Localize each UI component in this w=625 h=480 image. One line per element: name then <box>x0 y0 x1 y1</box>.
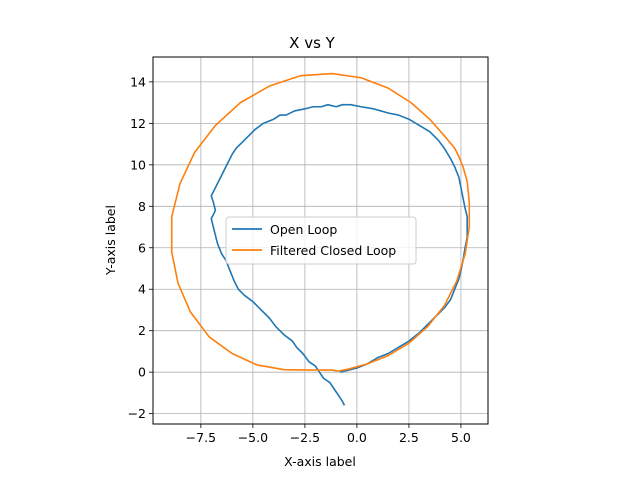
series-line-open-loop <box>210 103 468 406</box>
y-tick-label: 4 <box>138 282 146 297</box>
y-tick-label: 10 <box>130 157 146 172</box>
y-tick-label: 14 <box>130 74 146 89</box>
y-axis-label: Y-axis label <box>103 205 118 276</box>
x-tick-label: −7.5 <box>186 430 216 445</box>
series-line-filtered-closed-loop <box>170 72 471 372</box>
legend: Open Loop Filtered Closed Loop <box>225 216 417 265</box>
chart-title: X vs Y <box>289 34 336 52</box>
x-tick-label: −5.0 <box>238 430 268 445</box>
tick-layer: −7.5 −5.0 −2.5 0.0 2.5 5.0 −2 0 2 4 6 8 10 12 14 <box>128 74 471 445</box>
legend-box <box>225 216 417 265</box>
x-tick-label: 2.5 <box>399 430 419 445</box>
legend-label-open-loop: Open Loop <box>270 222 337 237</box>
x-tick-label: 0.0 <box>347 430 367 445</box>
y-tick-label: 8 <box>138 199 146 214</box>
x-tick-label: 5.0 <box>451 430 471 445</box>
y-tick-label: 2 <box>138 323 146 338</box>
y-tick-label: −2 <box>128 406 146 421</box>
plot-frame <box>152 56 489 425</box>
legend-label-filtered-closed-loop: Filtered Closed Loop <box>270 243 396 258</box>
series-layer <box>170 72 471 406</box>
x-axis-label: X-axis label <box>284 454 356 469</box>
y-tick-label: 6 <box>138 240 146 255</box>
y-tick-label: 0 <box>138 365 146 380</box>
x-tick-label: −2.5 <box>290 430 320 445</box>
y-tick-label: 12 <box>130 116 146 131</box>
